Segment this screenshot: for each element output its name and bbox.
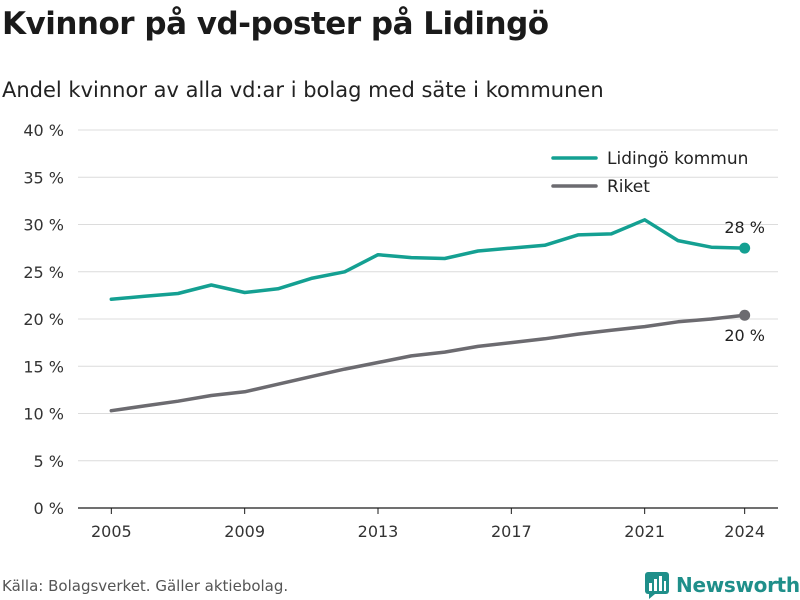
legend-label: Riket [607, 177, 650, 197]
x-tick-label: 2013 [358, 522, 399, 541]
y-tick-label: 0 % [34, 499, 64, 518]
chart-subtitle: Andel kvinnor av alla vd:ar i bolag med … [2, 78, 604, 102]
end-value-label: 28 % [724, 218, 765, 237]
y-tick-label: 25 % [23, 263, 64, 282]
chart-title: Kvinnor på vd-poster på Lidingö [2, 6, 549, 42]
end-point-marker [739, 309, 751, 321]
y-tick-label: 15 % [23, 357, 64, 376]
x-tick-label: 2021 [624, 522, 665, 541]
end-value-label: 20 % [724, 326, 765, 345]
brand-logo[interactable]: Newsworthy [644, 570, 800, 600]
source-note: Källa: Bolagsverket. Gäller aktiebolag. [2, 577, 289, 595]
y-tick-label: 35 % [23, 168, 64, 187]
series-line-1 [109, 313, 747, 413]
brand-name: Newsworthy [676, 573, 800, 597]
y-tick-label: 20 % [23, 310, 64, 329]
legend-label: Lidingö kommun [607, 149, 748, 169]
y-tick-label: 5 % [34, 452, 64, 471]
end-point-marker [739, 242, 751, 254]
newsworthy-logo-icon [645, 572, 669, 599]
series-line-0 [109, 218, 747, 301]
x-tick-label: 2009 [224, 522, 265, 541]
y-tick-label: 30 % [23, 216, 64, 235]
x-tick-label: 2017 [491, 522, 532, 541]
y-tick-label: 40 % [23, 121, 64, 140]
x-tick-label: 2005 [91, 522, 132, 541]
x-tick-label: 2024 [724, 522, 765, 541]
y-tick-label: 10 % [23, 405, 64, 424]
